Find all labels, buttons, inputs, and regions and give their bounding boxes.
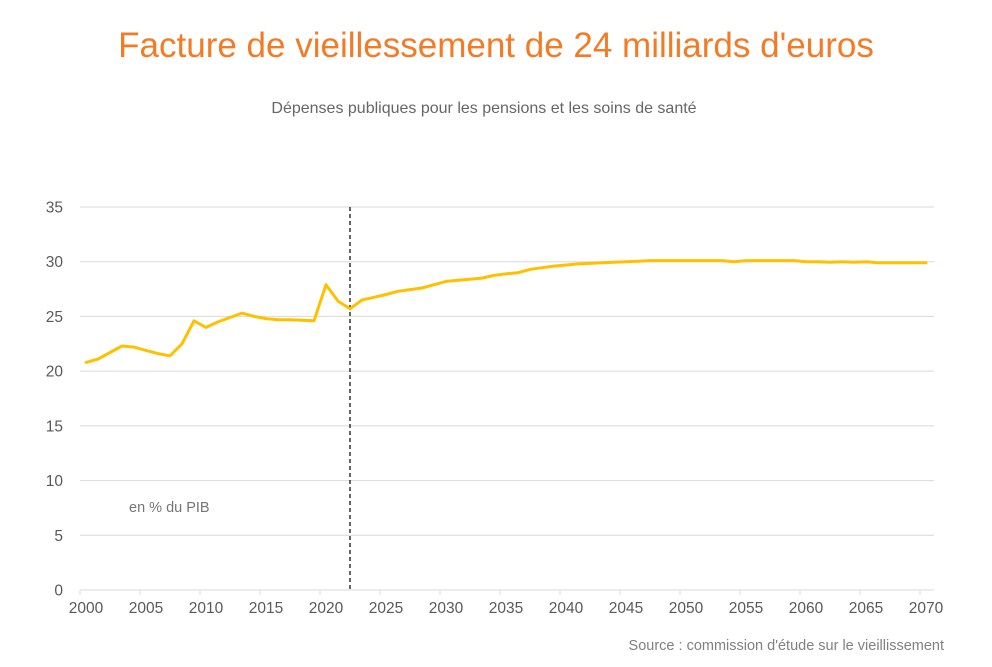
- series-line-public-expenditure: [84, 259, 928, 364]
- unit-annotation: en % du PIB: [129, 500, 210, 516]
- x-tick-label: 2005: [129, 600, 163, 617]
- y-tick-label: 5: [54, 528, 63, 545]
- x-tick-label: 2055: [729, 600, 763, 617]
- x-tick-label: 2010: [189, 600, 224, 617]
- x-tick-label: 2025: [369, 600, 403, 617]
- gridlines: [80, 206, 934, 536]
- x-tick-label: 2060: [789, 600, 824, 617]
- x-axis: [79, 589, 934, 595]
- x-tick-label: 2035: [489, 600, 523, 617]
- x-tick-label: 2020: [309, 600, 344, 617]
- y-tick-label: 25: [46, 309, 63, 326]
- source-note: Source : commission d'étude sur le vieil…: [628, 638, 944, 654]
- x-tick-label: 2065: [849, 600, 883, 617]
- y-tick-label: 15: [46, 418, 63, 435]
- y-tick-label: 10: [46, 473, 64, 490]
- x-tick-label: 2015: [249, 600, 283, 617]
- y-tick-label: 35: [46, 200, 63, 217]
- y-axis-tick-labels: 0 5 10 15 20 25 30 35: [46, 200, 64, 600]
- chart-subtitle: Dépenses publiques pour les pensions et …: [271, 100, 697, 117]
- x-tick-label: 2040: [549, 600, 584, 617]
- y-tick-label: 30: [46, 254, 64, 271]
- y-tick-label: 0: [54, 583, 63, 600]
- x-tick-label: 2070: [909, 600, 944, 617]
- x-tick-label: 2045: [609, 600, 643, 617]
- x-tick-label: 2050: [669, 600, 704, 617]
- x-tick-label: 2030: [429, 600, 464, 617]
- x-axis-tick-labels: 2000 2005 2010 2015 2020 2025 2030 2035 2040 2045…: [69, 600, 944, 617]
- x-tick-label: 2000: [69, 600, 104, 617]
- chart-title: Facture de vieillessement de 24 milliard…: [118, 26, 874, 65]
- y-tick-label: 20: [46, 364, 64, 381]
